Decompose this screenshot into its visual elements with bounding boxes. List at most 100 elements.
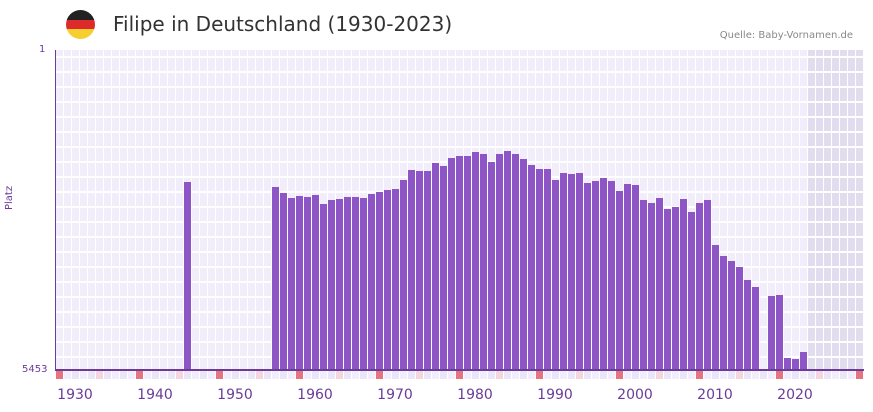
bar-2019[interactable] <box>784 357 791 370</box>
bar-1995[interactable] <box>592 181 599 370</box>
grid-line <box>207 50 208 370</box>
bar-1989[interactable] <box>544 169 551 370</box>
bar-1967[interactable] <box>368 193 375 370</box>
bar-2017[interactable] <box>768 295 775 370</box>
x-tick <box>456 371 463 379</box>
bar-2021[interactable] <box>800 351 807 370</box>
bar-1968[interactable] <box>376 191 383 370</box>
grid-line <box>807 50 808 370</box>
grid-line <box>311 50 312 370</box>
bar-1978[interactable] <box>456 156 463 370</box>
bar-2020[interactable] <box>792 358 799 370</box>
bar-1987[interactable] <box>528 165 535 370</box>
x-tick <box>656 371 663 379</box>
source-link[interactable]: Quelle: Baby-Vornamen.de <box>719 30 853 41</box>
bar-1982[interactable] <box>488 162 495 370</box>
bar-1971[interactable] <box>400 180 407 370</box>
grid-line <box>767 50 768 370</box>
x-tick <box>768 371 775 379</box>
grid-line <box>511 50 512 370</box>
bar-1980[interactable] <box>472 152 479 370</box>
bar-2009[interactable] <box>704 199 711 370</box>
grid-line <box>175 50 176 370</box>
x-tick <box>416 371 423 379</box>
bar-2014[interactable] <box>744 279 751 370</box>
x-tick <box>104 371 111 379</box>
bar-1959[interactable] <box>304 196 311 370</box>
bar-1981[interactable] <box>480 154 487 370</box>
grid-line <box>407 50 408 370</box>
bar-1994[interactable] <box>584 183 591 370</box>
bar-1973[interactable] <box>416 171 423 370</box>
bar-2002[interactable] <box>648 202 655 370</box>
bar-1960[interactable] <box>312 194 319 370</box>
bar-1974[interactable] <box>424 171 431 370</box>
bar-1984[interactable] <box>504 151 511 370</box>
bar-1991[interactable] <box>560 173 567 370</box>
bar-2007[interactable] <box>688 211 695 370</box>
bar-2012[interactable] <box>728 260 735 370</box>
bar-2000[interactable] <box>632 185 639 370</box>
bar-1993[interactable] <box>576 173 583 370</box>
bar-2008[interactable] <box>696 202 703 370</box>
x-tick-label-1980: 1980 <box>457 387 493 403</box>
bar-1965[interactable] <box>352 196 359 370</box>
bar-2011[interactable] <box>720 255 727 370</box>
grid-line <box>56 56 864 58</box>
bar-1955[interactable] <box>272 187 279 370</box>
bar-1975[interactable] <box>432 163 439 370</box>
bar-2004[interactable] <box>664 208 671 370</box>
bar-1963[interactable] <box>336 198 343 370</box>
x-tick <box>704 371 711 379</box>
bar-1979[interactable] <box>464 156 471 370</box>
grid-line <box>56 101 864 103</box>
bar-1990[interactable] <box>552 180 559 370</box>
grid-line <box>639 50 640 370</box>
bar-2006[interactable] <box>680 198 687 370</box>
bar-1985[interactable] <box>512 154 519 370</box>
bar-1988[interactable] <box>536 169 543 370</box>
x-tick <box>120 371 127 379</box>
bar-2013[interactable] <box>736 266 743 370</box>
bar-1996[interactable] <box>600 178 607 370</box>
grid-line <box>575 50 576 370</box>
x-tick <box>672 371 679 379</box>
x-tick <box>280 371 287 379</box>
grid-line <box>191 50 192 370</box>
bar-2003[interactable] <box>656 197 663 370</box>
x-tick <box>640 371 647 379</box>
x-axis-line <box>55 369 864 371</box>
bar-2005[interactable] <box>672 206 679 370</box>
bar-1956[interactable] <box>280 192 287 370</box>
grid-line <box>823 50 824 370</box>
bar-1969[interactable] <box>384 190 391 370</box>
bar-2018[interactable] <box>776 294 783 370</box>
bar-1961[interactable] <box>320 203 327 370</box>
bar-1977[interactable] <box>448 158 455 370</box>
bar-1997[interactable] <box>608 181 615 370</box>
x-tick-label-2020: 2020 <box>777 387 813 403</box>
bar-1966[interactable] <box>360 197 367 370</box>
bar-2015[interactable] <box>752 286 759 370</box>
bar-1992[interactable] <box>568 174 575 370</box>
bar-1958[interactable] <box>296 195 303 370</box>
bar-1999[interactable] <box>624 184 631 370</box>
x-tick <box>616 371 623 379</box>
x-tick <box>384 371 391 379</box>
bar-1964[interactable] <box>344 196 351 370</box>
bar-1962[interactable] <box>328 199 335 370</box>
bar-2001[interactable] <box>640 199 647 370</box>
bar-1976[interactable] <box>440 166 447 370</box>
grid-line <box>495 50 496 370</box>
flag-germany-icon <box>66 10 95 39</box>
bar-1957[interactable] <box>288 197 295 370</box>
x-tick <box>760 371 767 379</box>
bar-1972[interactable] <box>408 170 415 370</box>
bar-1970[interactable] <box>392 189 399 370</box>
bar-1983[interactable] <box>496 154 503 370</box>
bar-2010[interactable] <box>712 244 719 370</box>
bar-1986[interactable] <box>520 159 527 370</box>
bar-1998[interactable] <box>616 190 623 370</box>
x-tick-label-1940: 1940 <box>137 387 173 403</box>
bar-1944[interactable] <box>184 182 191 370</box>
